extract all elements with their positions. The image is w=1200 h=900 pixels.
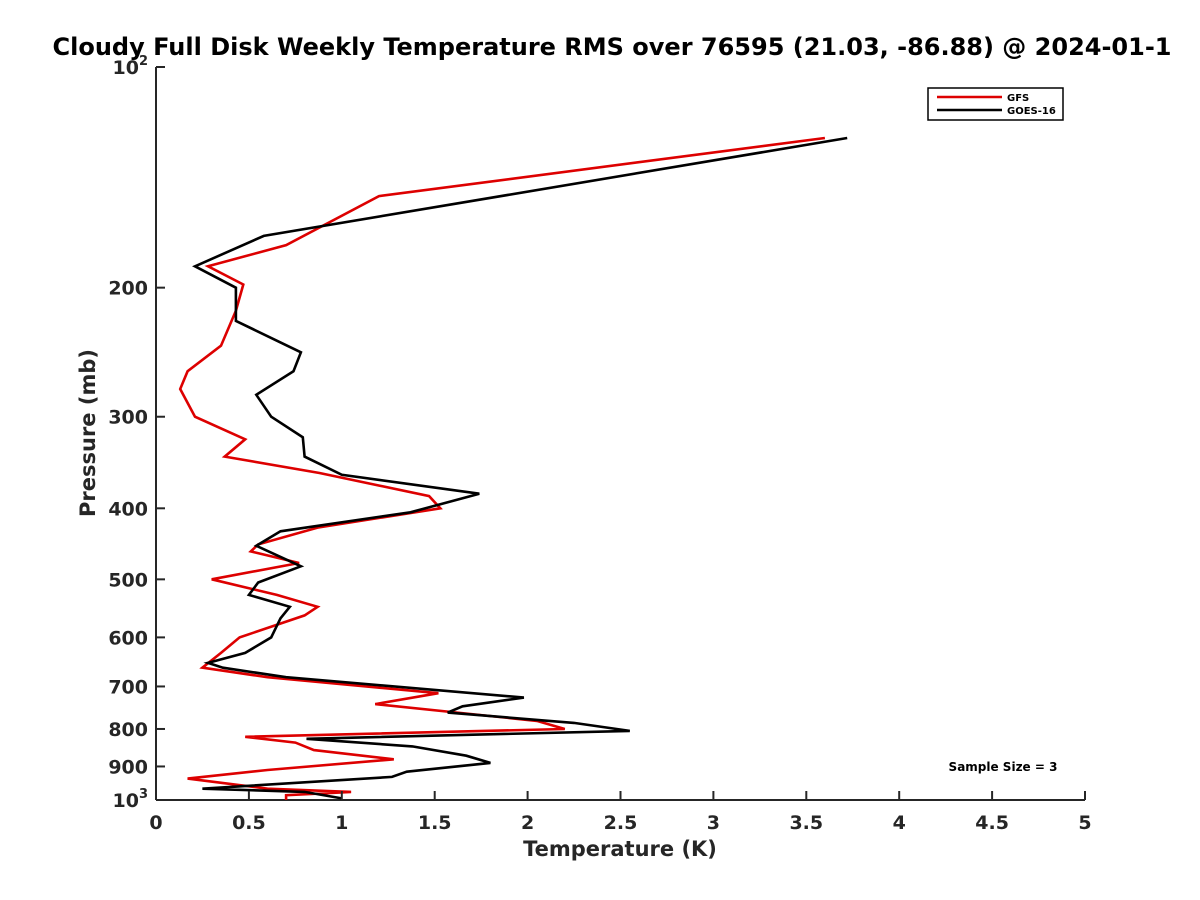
x-tick-label: 0 bbox=[149, 812, 162, 834]
x-tick-label: 2 bbox=[521, 812, 534, 834]
legend: GFS GOES-16 bbox=[927, 87, 1064, 121]
y-tick-power-base: 10 bbox=[113, 790, 139, 812]
y-tick-power-exponent: 3 bbox=[139, 787, 148, 802]
y-tick-label: 400 bbox=[108, 498, 148, 520]
y-tick-power-base: 10 bbox=[113, 57, 139, 79]
x-tick-label: 3 bbox=[707, 812, 720, 834]
x-tick-label: 1 bbox=[335, 812, 348, 834]
y-tick-label: 200 bbox=[108, 278, 148, 300]
y-tick-label: 800 bbox=[108, 719, 148, 741]
sample-size-annotation: Sample Size = 3 bbox=[949, 760, 1058, 774]
y-tick-label-power: 103 bbox=[113, 787, 149, 812]
y-axis-label: Pressure (mb) bbox=[76, 349, 100, 517]
x-tick-label: 1.5 bbox=[418, 812, 452, 834]
series-layer bbox=[178, 136, 848, 800]
legend-label: GFS bbox=[1007, 93, 1029, 104]
x-tick-label: 0.5 bbox=[232, 812, 266, 834]
legend-box bbox=[927, 87, 1064, 121]
y-tick-label-power: 102 bbox=[113, 54, 149, 79]
x-tick-label: 3.5 bbox=[789, 812, 823, 834]
x-tick-label: 5 bbox=[1078, 812, 1091, 834]
chart-title: Cloudy Full Disk Weekly Temperature RMS … bbox=[53, 33, 1172, 61]
x-axis-label: Temperature (K) bbox=[523, 837, 717, 861]
y-tick-label: 500 bbox=[108, 569, 148, 591]
legend-label: GOES-16 bbox=[1007, 106, 1056, 117]
x-tick-label: 2.5 bbox=[604, 812, 638, 834]
y-tick-label: 600 bbox=[108, 627, 148, 649]
y-tick-label: 300 bbox=[108, 407, 148, 429]
y-tick-power-exponent: 2 bbox=[139, 54, 148, 69]
x-axis-ticks: 0 0.5 1 1.5 2 2.5 3 3.5 4 4.5 5 bbox=[149, 791, 1092, 834]
y-tick-label: 700 bbox=[108, 676, 148, 698]
series-line-gfs bbox=[178, 136, 826, 800]
y-tick-label: 900 bbox=[108, 756, 148, 778]
x-tick-label: 4.5 bbox=[975, 812, 1009, 834]
series-line-goes-16 bbox=[192, 136, 848, 800]
x-tick-label: 4 bbox=[893, 812, 906, 834]
